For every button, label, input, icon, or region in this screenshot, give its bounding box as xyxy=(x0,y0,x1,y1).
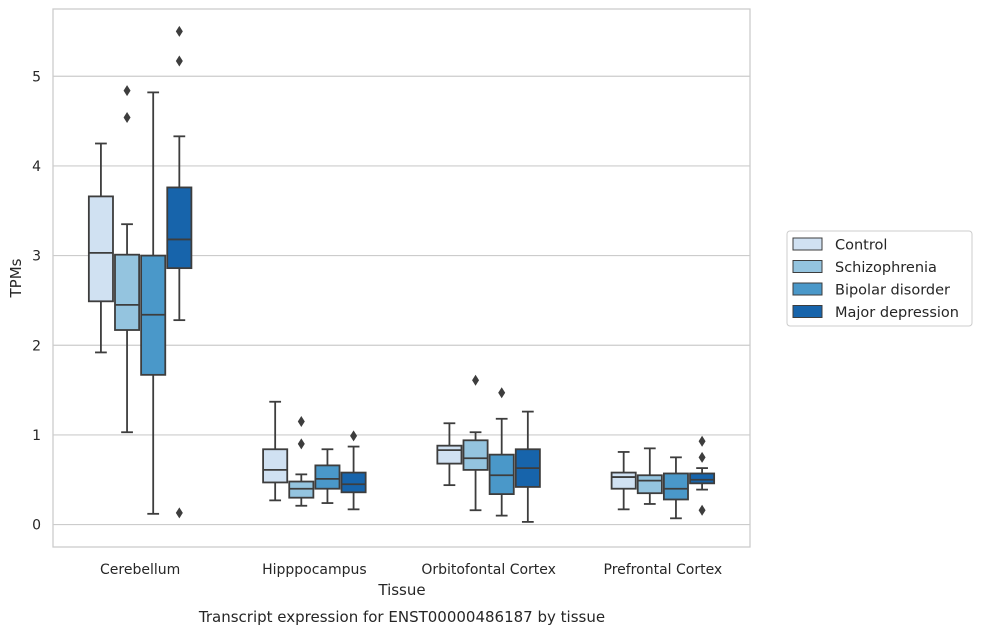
outlier-point xyxy=(175,55,183,67)
outlier-point xyxy=(698,435,706,447)
plot-area xyxy=(52,8,751,548)
x-tick-label: Prefrontal Cortex xyxy=(604,562,723,578)
box-schizophrenia xyxy=(462,374,489,512)
box-iqr xyxy=(166,186,193,270)
box-bipolar-disorder xyxy=(488,387,515,517)
box-iqr xyxy=(314,464,341,490)
box-series xyxy=(87,25,716,523)
box-major-depression xyxy=(689,435,716,516)
outlier-point xyxy=(498,387,506,399)
legend-swatch xyxy=(792,260,823,273)
box-control xyxy=(87,142,114,354)
box-bipolar-disorder xyxy=(314,448,341,504)
outlier-point xyxy=(698,451,706,463)
gridlines xyxy=(53,75,750,526)
y-tick-label: 0 xyxy=(32,518,41,534)
outlier-point xyxy=(698,504,706,516)
x-tick-labels: Cerebellum Hipppocampus Orbitofontal Corte… xyxy=(100,562,722,578)
x-axis-label: Tissue xyxy=(377,581,425,599)
legend-label: Major depression xyxy=(835,305,959,321)
legend-label: Schizophrenia xyxy=(835,260,937,276)
y-tick-labels: 0 1 2 3 4 5 xyxy=(32,69,41,533)
outlier-point xyxy=(175,507,183,519)
box-schizophrenia xyxy=(636,447,663,505)
box-iqr xyxy=(262,448,289,484)
box-control xyxy=(610,451,637,511)
outlier-point xyxy=(123,111,131,123)
legend-swatch xyxy=(792,305,823,318)
outlier-point xyxy=(297,438,305,450)
y-tick-label: 4 xyxy=(32,159,41,175)
y-tick-label: 2 xyxy=(32,338,41,354)
x-tick-label: Cerebellum xyxy=(100,562,180,578)
box-iqr xyxy=(114,253,141,331)
box-iqr xyxy=(662,472,689,501)
outlier-point xyxy=(350,430,358,442)
box-major-depression xyxy=(166,25,193,519)
outlier-point xyxy=(175,25,183,37)
y-tick-label: 3 xyxy=(32,249,41,265)
outlier-point xyxy=(123,85,131,97)
box-iqr xyxy=(462,439,489,471)
chart-caption: Transcript expression for ENST0000048618… xyxy=(198,608,605,626)
legend: Control Schizophrenia Bipolar disorder Majo… xyxy=(786,230,973,327)
x-tick-label: Orbitofontal Cortex xyxy=(421,562,556,578)
box-schizophrenia xyxy=(114,85,141,434)
x-tick-label: Hipppocampus xyxy=(262,562,367,578)
legend-label: Control xyxy=(835,238,887,254)
box-iqr xyxy=(340,471,367,494)
box-iqr xyxy=(87,195,114,303)
box-iqr xyxy=(689,472,716,485)
box-major-depression xyxy=(514,410,541,523)
outlier-point xyxy=(297,415,305,427)
legend-label: Bipolar disorder xyxy=(835,283,950,299)
box-schizophrenia xyxy=(288,415,315,507)
y-tick-label: 5 xyxy=(32,69,41,85)
box-iqr xyxy=(610,471,637,490)
y-tick-label: 1 xyxy=(32,428,41,444)
box-iqr xyxy=(436,444,463,465)
box-major-depression xyxy=(340,430,367,511)
box-bipolar-disorder xyxy=(662,456,689,520)
box-bipolar-disorder xyxy=(140,91,167,515)
legend-swatch xyxy=(792,282,823,296)
legend-frame xyxy=(786,230,973,327)
box-iqr xyxy=(636,474,663,495)
box-control xyxy=(262,400,289,502)
legend-swatch xyxy=(792,237,823,251)
box-control xyxy=(436,422,463,487)
y-axis-label: TPMs xyxy=(7,258,25,298)
outlier-point xyxy=(472,374,480,386)
